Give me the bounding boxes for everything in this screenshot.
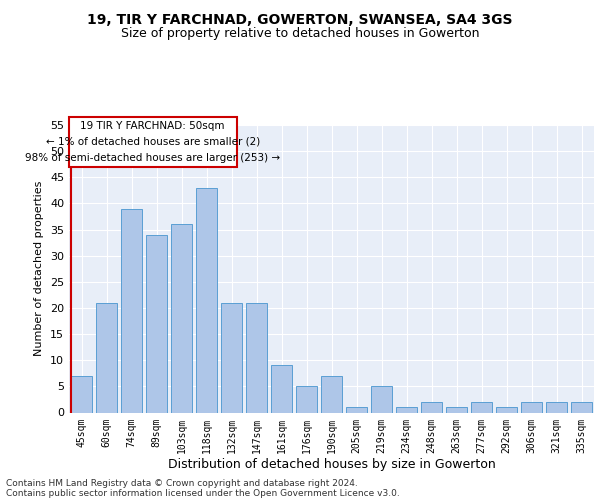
Bar — [421, 402, 442, 412]
Bar — [121, 208, 142, 412]
Bar — [471, 402, 492, 412]
Bar — [221, 302, 242, 412]
Bar — [196, 188, 217, 412]
Text: Contains HM Land Registry data © Crown copyright and database right 2024.: Contains HM Land Registry data © Crown c… — [6, 478, 358, 488]
Text: Contains public sector information licensed under the Open Government Licence v3: Contains public sector information licen… — [6, 488, 400, 498]
Bar — [571, 402, 592, 412]
Bar — [346, 408, 367, 412]
Bar — [371, 386, 392, 412]
Bar — [296, 386, 317, 412]
Bar — [521, 402, 542, 412]
Bar — [546, 402, 567, 412]
Text: 19 TIR Y FARCHNAD: 50sqm
← 1% of detached houses are smaller (2)
98% of semi-det: 19 TIR Y FARCHNAD: 50sqm ← 1% of detache… — [25, 122, 280, 162]
Bar — [246, 302, 267, 412]
Text: 19, TIR Y FARCHNAD, GOWERTON, SWANSEA, SA4 3GS: 19, TIR Y FARCHNAD, GOWERTON, SWANSEA, S… — [87, 12, 513, 26]
Bar — [396, 408, 417, 412]
Bar — [321, 376, 342, 412]
Bar — [71, 376, 92, 412]
Y-axis label: Number of detached properties: Number of detached properties — [34, 181, 44, 356]
Bar — [146, 235, 167, 412]
Text: Size of property relative to detached houses in Gowerton: Size of property relative to detached ho… — [121, 28, 479, 40]
X-axis label: Distribution of detached houses by size in Gowerton: Distribution of detached houses by size … — [167, 458, 496, 471]
Bar — [171, 224, 192, 412]
Bar — [96, 302, 117, 412]
Bar — [446, 408, 467, 412]
Bar — [496, 408, 517, 412]
Bar — [271, 366, 292, 412]
